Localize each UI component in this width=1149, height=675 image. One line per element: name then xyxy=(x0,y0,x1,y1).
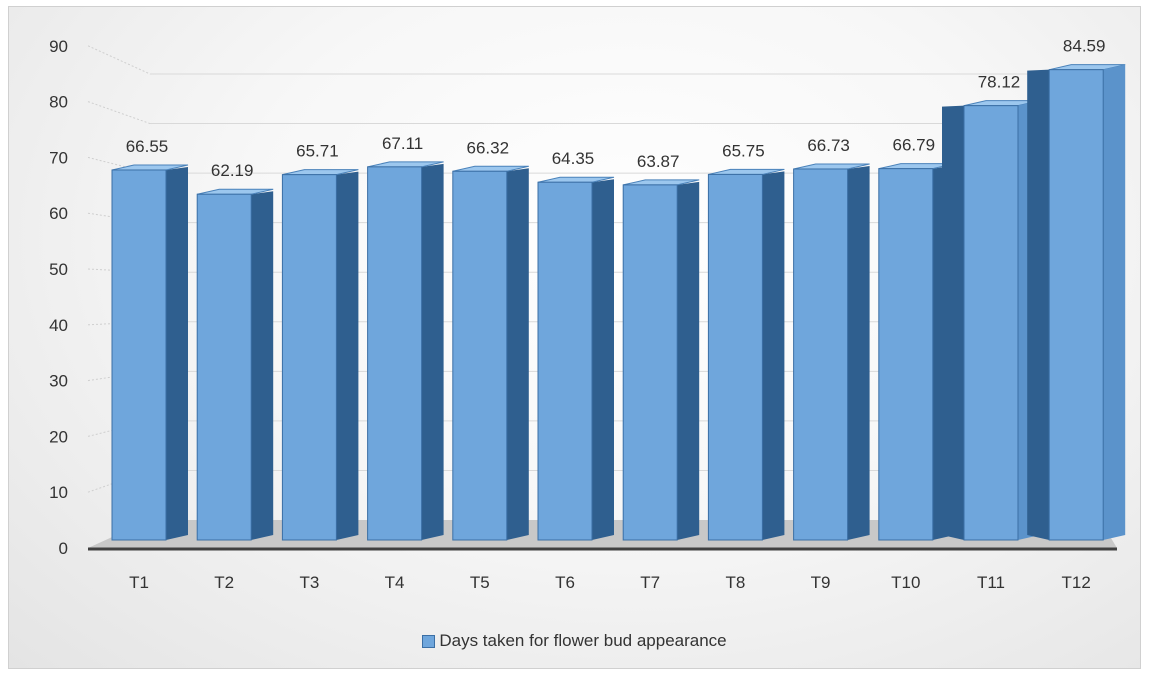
bar xyxy=(537,181,593,541)
bar xyxy=(111,169,167,541)
data-label: 65.71 xyxy=(296,142,339,161)
data-label: 78.12 xyxy=(978,73,1021,92)
x-tick-label: T1 xyxy=(129,573,149,592)
y-tick-label: 20 xyxy=(49,427,68,446)
x-tick-label: T8 xyxy=(725,573,745,592)
x-tick-label: T10 xyxy=(891,573,920,592)
bar-side xyxy=(847,165,870,540)
bar-side xyxy=(592,179,614,541)
x-tick-label: T9 xyxy=(811,573,831,592)
y-tick-label: 90 xyxy=(49,37,68,56)
bar-side xyxy=(506,168,529,540)
x-tick-label: T5 xyxy=(470,573,490,592)
legend-label: Days taken for flower bud appearance xyxy=(439,631,727,650)
bar-side xyxy=(1103,64,1126,541)
x-tick-label: T7 xyxy=(640,573,660,592)
bar xyxy=(622,184,678,541)
data-label: 66.55 xyxy=(126,137,169,156)
data-label: 84.59 xyxy=(1063,37,1106,56)
bar-side xyxy=(421,163,444,540)
data-label: 64.35 xyxy=(552,149,595,168)
y-tick-label: 70 xyxy=(49,148,68,167)
bar xyxy=(452,170,508,541)
x-tick-label: T12 xyxy=(1062,573,1091,592)
y-tick-label: 50 xyxy=(49,260,68,279)
y-tick-label: 30 xyxy=(49,372,68,391)
bar-side xyxy=(166,166,188,540)
data-label: 66.73 xyxy=(807,136,850,155)
bar-side xyxy=(942,105,964,540)
y-tick-label: 40 xyxy=(49,316,68,335)
bar xyxy=(196,193,252,541)
bar xyxy=(878,168,934,541)
bar-side xyxy=(762,171,785,540)
y-tick-label: 80 xyxy=(49,93,68,112)
bar-side xyxy=(251,191,274,540)
bar-side xyxy=(336,171,359,540)
x-tick-label: T2 xyxy=(214,573,234,592)
data-label: 62.19 xyxy=(211,161,254,180)
bar xyxy=(707,173,763,541)
x-tick-label: T6 xyxy=(555,573,575,592)
bar-side xyxy=(677,181,700,540)
data-label: 65.75 xyxy=(722,141,765,160)
legend: Days taken for flower bud appearance xyxy=(0,631,1149,651)
bar xyxy=(1048,69,1104,541)
gridline-perspective xyxy=(87,101,151,125)
bar xyxy=(367,166,423,541)
data-label: 66.32 xyxy=(467,138,510,157)
legend-swatch xyxy=(422,635,436,649)
bar xyxy=(281,174,337,541)
data-label: 66.79 xyxy=(893,136,936,155)
y-tick-label: 10 xyxy=(49,483,68,502)
x-tick-label: T3 xyxy=(299,573,319,592)
y-tick-label: 60 xyxy=(49,204,68,223)
bar xyxy=(963,105,1019,541)
data-label: 63.87 xyxy=(637,152,680,171)
y-tick-label: 0 xyxy=(59,539,68,558)
gridline-perspective xyxy=(87,45,151,75)
bar-side xyxy=(1027,69,1050,541)
bar xyxy=(793,168,849,541)
x-tick-label: T11 xyxy=(977,573,1005,592)
data-label: 67.11 xyxy=(382,134,423,153)
x-tick-label: T4 xyxy=(385,573,405,592)
